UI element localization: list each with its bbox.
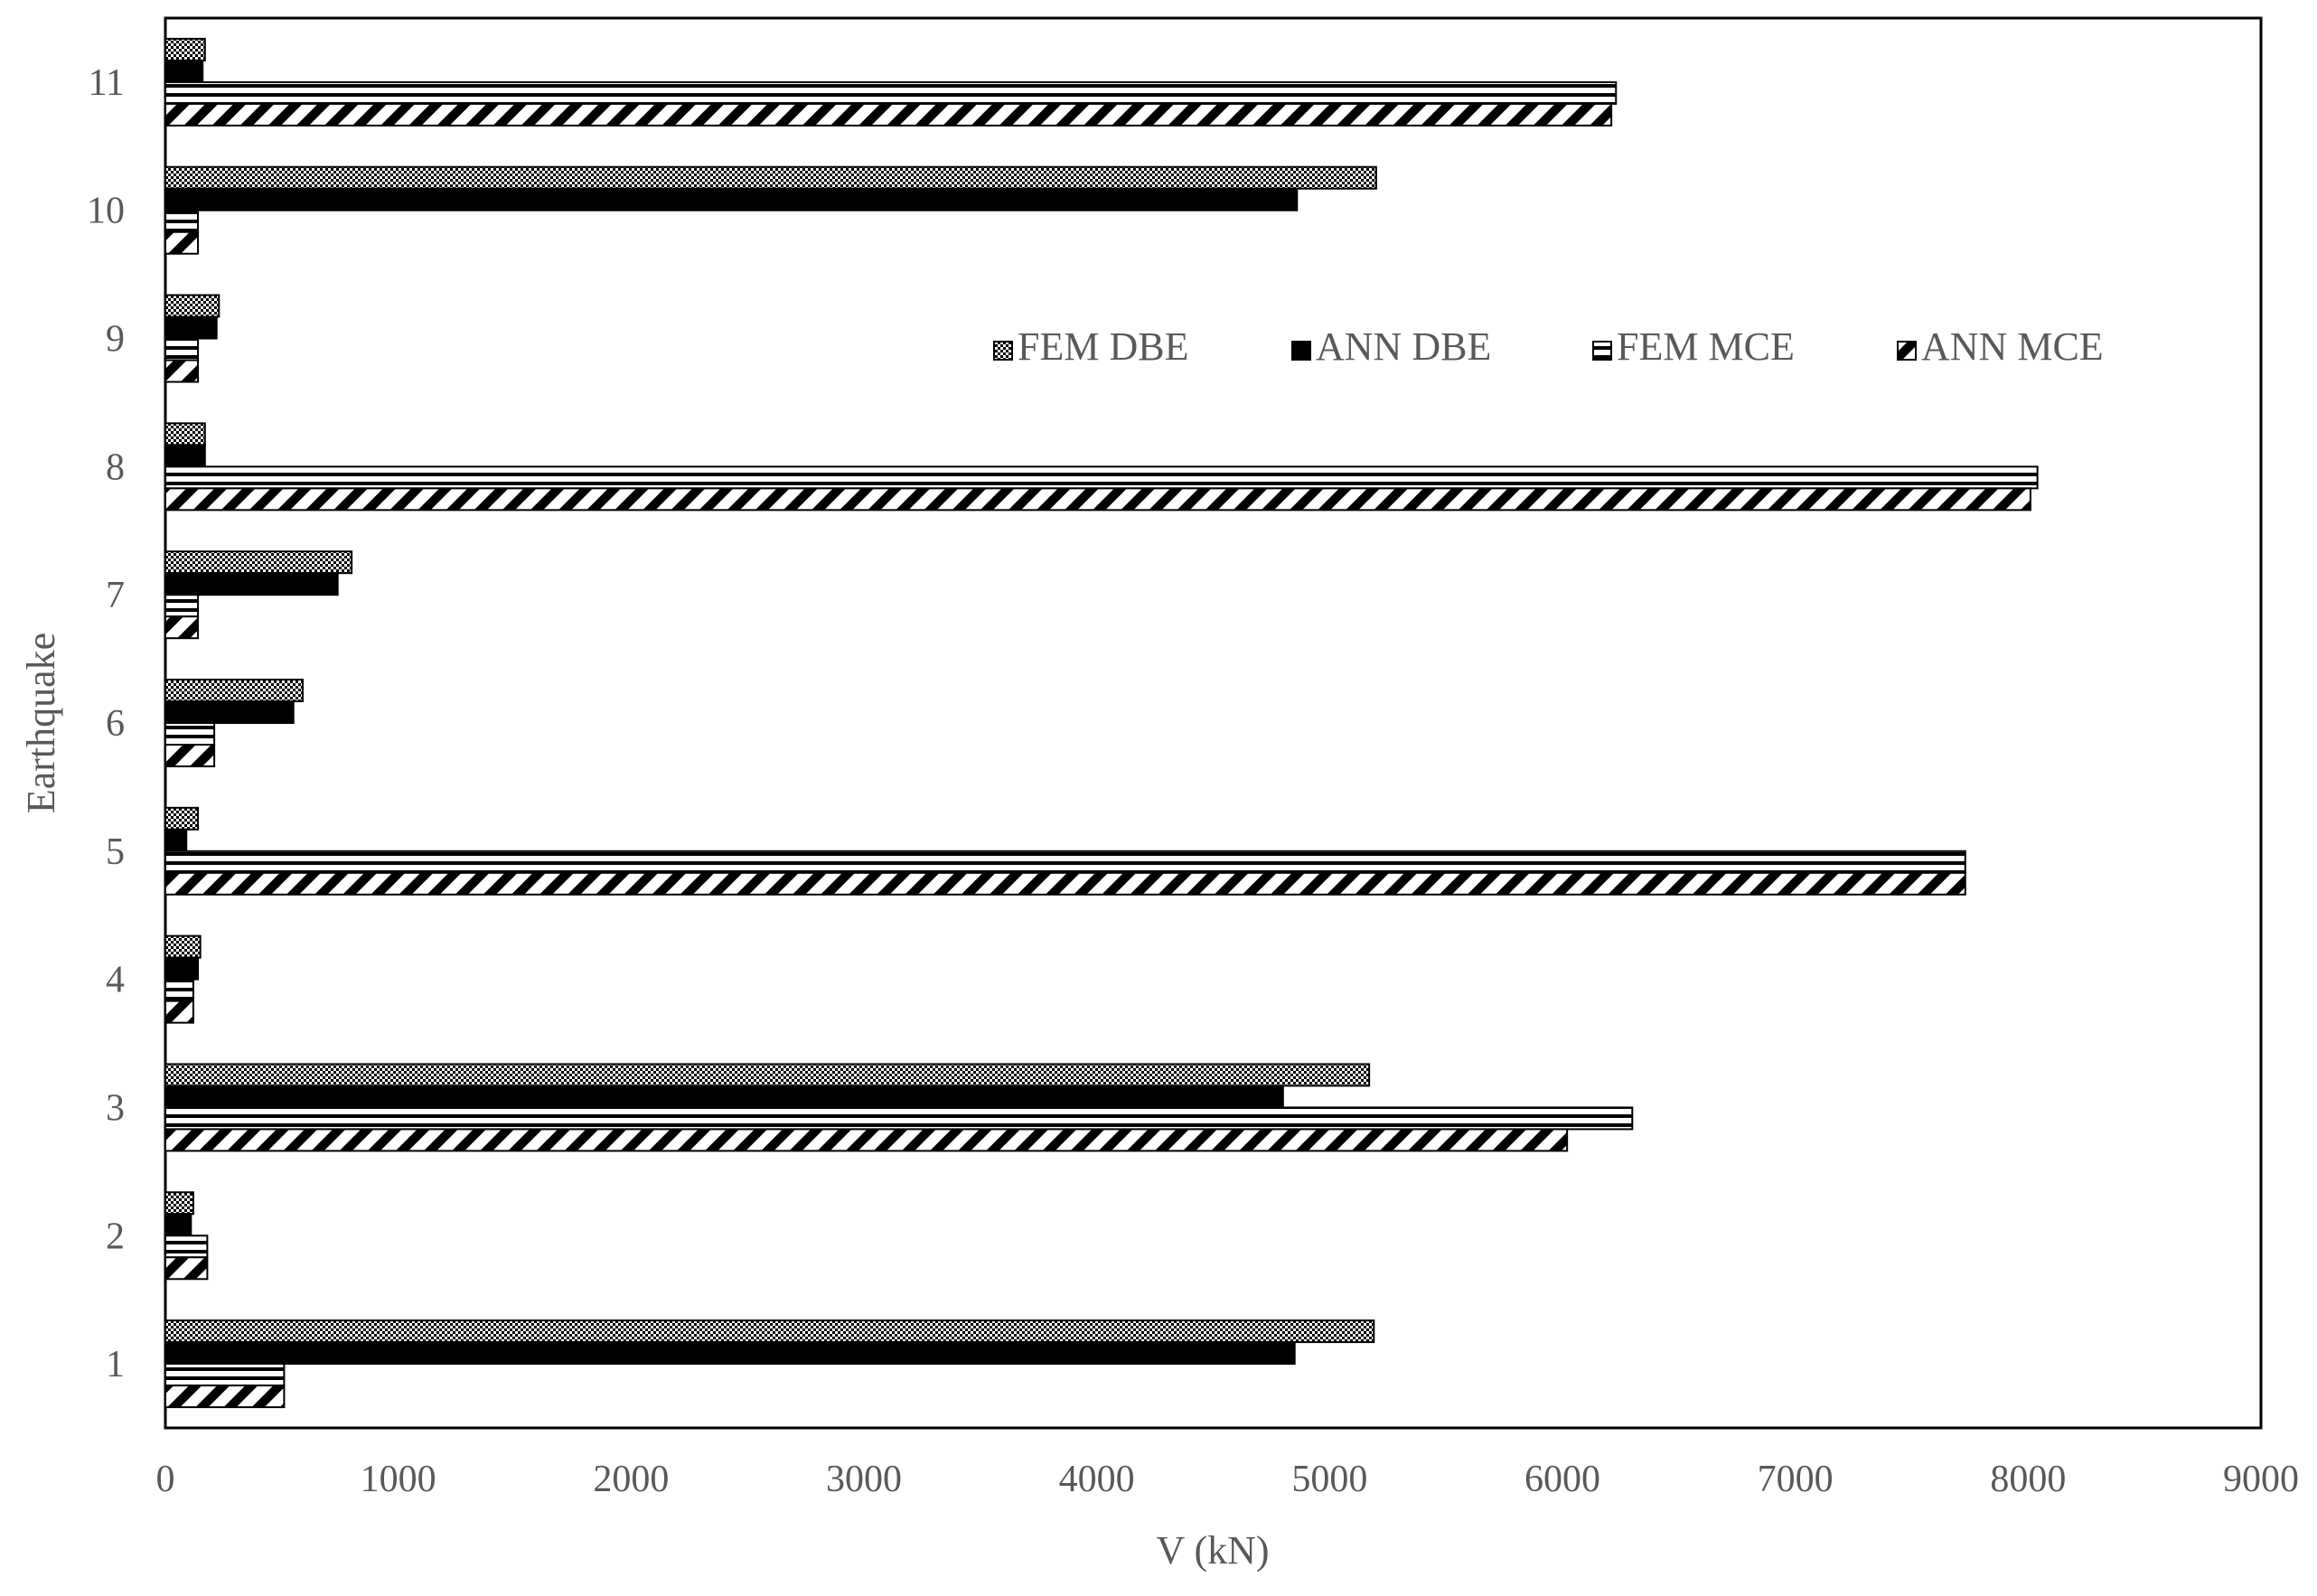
bar-eq4-fem-dbe: [164, 934, 202, 959]
bar-eq4-ann-mce: [164, 1000, 194, 1024]
bar-eq11-fem-mce: [164, 80, 1618, 105]
bar-eq8-fem-dbe: [164, 422, 206, 446]
x-tick-label: 9000: [2223, 1459, 2299, 1500]
y-tick-label: 1: [106, 1344, 125, 1385]
x-tick-label: 8000: [1990, 1459, 2066, 1500]
bar-eq10-fem-dbe: [164, 165, 1377, 190]
bar-eq7-fem-mce: [164, 594, 200, 618]
bar-eq7-fem-dbe: [164, 550, 353, 575]
bar-eq2-ann-mce: [164, 1256, 209, 1281]
legend-label: FEM MCE: [1617, 324, 1795, 369]
y-tick-label: 3: [106, 1087, 125, 1129]
bar-eq5-ann-mce: [164, 871, 1966, 896]
bar-eq2-fem-mce: [164, 1235, 209, 1259]
y-tick-label: 7: [106, 575, 125, 616]
x-tick-label: 4000: [1059, 1459, 1135, 1500]
bar-eq8-ann-dbe: [164, 444, 206, 468]
bar-eq5-ann-dbe: [164, 828, 188, 852]
x-axis-title: V (kN): [1156, 1528, 1269, 1573]
legend-swatch-fem-mce: [1592, 341, 1612, 361]
bar-eq10-fem-mce: [164, 209, 200, 233]
bar-eq5-fem-dbe: [164, 806, 200, 831]
bar-eq7-ann-mce: [164, 615, 200, 640]
y-tick-label: 2: [106, 1216, 125, 1257]
bar-eq6-ann-mce: [164, 744, 216, 767]
bar-eq2-fem-dbe: [164, 1191, 194, 1216]
y-tick-label: 6: [106, 703, 125, 745]
legend-label: ANN DBE: [1316, 324, 1491, 369]
x-tick-label: 7000: [1758, 1459, 1834, 1500]
plot-area: [164, 16, 2263, 1430]
bar-eq3-fem-mce: [164, 1106, 1634, 1131]
legend: FEM DBE ANN DBE FEM MCE ANN MCE: [993, 324, 2104, 369]
y-tick-label: 9: [106, 319, 125, 361]
y-tick-label: 8: [106, 446, 125, 488]
bar-eq11-ann-dbe: [164, 59, 204, 83]
y-axis-title: Earthquake: [19, 633, 63, 813]
bar-eq2-ann-dbe: [164, 1213, 192, 1237]
bar-eq8-ann-mce: [164, 487, 2031, 512]
y-tick-labels: 1 2 3 4 5 6 7 8 9 10 11: [87, 62, 125, 1385]
x-tick-label: 2000: [593, 1459, 669, 1500]
bar-eq9-fem-mce: [164, 337, 200, 361]
bar-eq3-ann-mce: [164, 1128, 1569, 1152]
x-tick-label: 3000: [826, 1459, 902, 1500]
bar-eq1-fem-dbe: [164, 1319, 1375, 1344]
bar-eq8-fem-mce: [164, 465, 2039, 490]
bar-eq3-ann-dbe: [164, 1084, 1284, 1109]
bar-eq10-ann-dbe: [164, 187, 1299, 211]
bar-eq1-ann-mce: [164, 1385, 286, 1409]
plot-frame: [164, 16, 2263, 1430]
x-tick-label: 0: [156, 1459, 175, 1500]
bar-eq9-fem-dbe: [164, 294, 220, 318]
bar-eq3-fem-dbe: [164, 1063, 1371, 1087]
bar-eq10-ann-mce: [164, 230, 200, 255]
x-tick-labels: 0 1000 2000 3000 4000 5000 6000 7000 8000 9000: [156, 1459, 2300, 1500]
bar-eq4-fem-mce: [164, 978, 194, 1002]
bar-eq6-fem-mce: [164, 722, 216, 746]
y-tick-label: 11: [89, 62, 125, 104]
x-tick-label: 5000: [1291, 1459, 1367, 1500]
x-tick-label: 1000: [361, 1459, 436, 1500]
bar-eq7-ann-dbe: [164, 572, 339, 596]
bar-eq6-ann-dbe: [164, 700, 295, 724]
y-tick-label: 4: [106, 960, 125, 1001]
bars-layer: [164, 37, 2039, 1409]
bar-eq9-ann-mce: [164, 359, 200, 383]
bar-eq9-ann-dbe: [164, 315, 218, 340]
legend-swatch-ann-mce: [1897, 341, 1917, 361]
bar-eq1-fem-mce: [164, 1363, 286, 1387]
bar-eq11-ann-mce: [164, 102, 1613, 127]
legend-label: FEM DBE: [1018, 324, 1188, 369]
bar-eq6-fem-dbe: [164, 679, 305, 702]
y-tick-label: 10: [87, 191, 125, 232]
x-tick-label: 6000: [1524, 1459, 1600, 1500]
bar-eq5-fem-mce: [164, 850, 1966, 874]
legend-swatch-ann-dbe: [1291, 341, 1311, 361]
bar-eq4-ann-dbe: [164, 956, 200, 981]
legend-label: ANN MCE: [1921, 324, 2104, 369]
bar-eq11-fem-dbe: [164, 37, 206, 61]
legend-swatch-fem-dbe: [993, 341, 1013, 361]
y-tick-label: 5: [106, 831, 125, 873]
bar-eq1-ann-dbe: [164, 1341, 1296, 1366]
